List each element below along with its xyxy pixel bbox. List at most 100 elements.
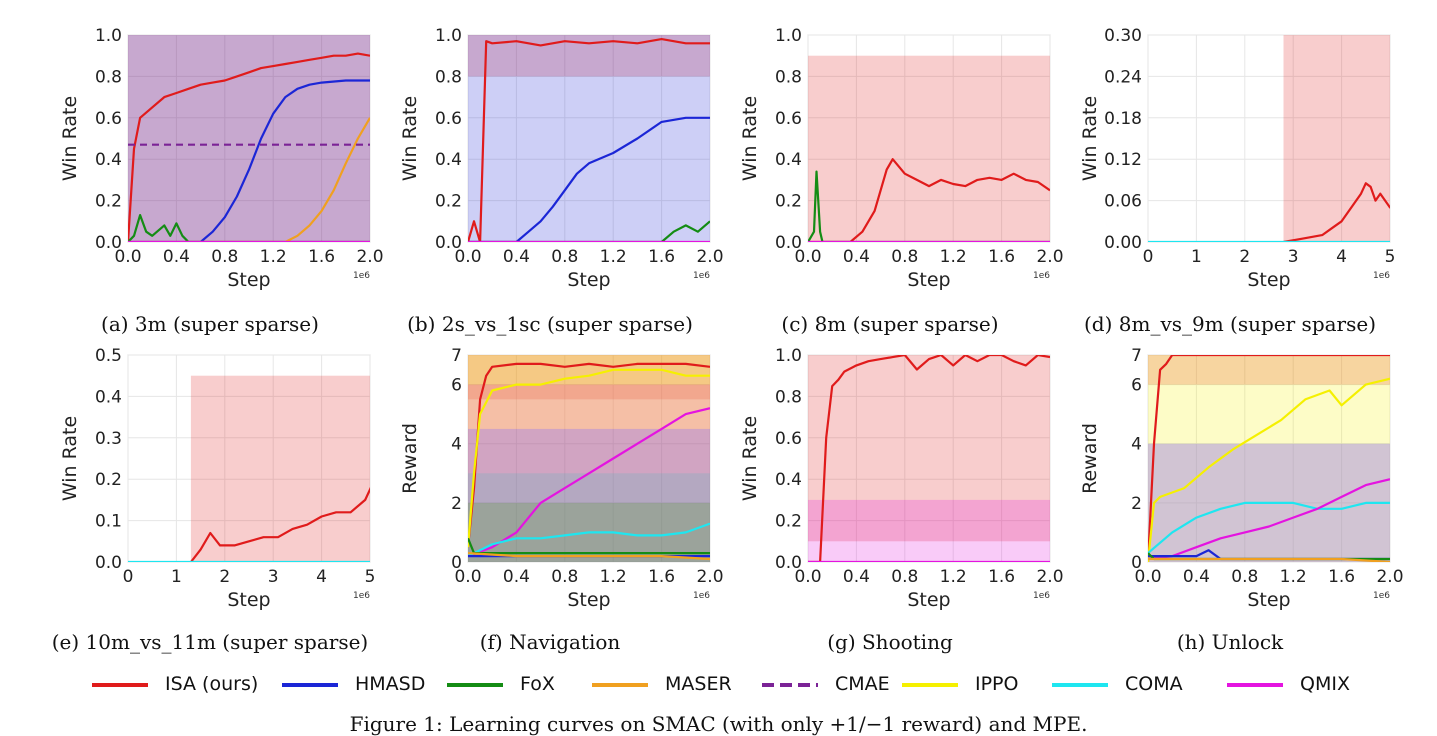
x-tick-label: 0.8 bbox=[891, 567, 918, 587]
y-tick-label: 0.1 bbox=[95, 512, 122, 532]
y-tick-label: 0 bbox=[1131, 553, 1142, 573]
x-axis-label: Step bbox=[907, 269, 950, 291]
x-multiplier: 1e6 bbox=[693, 271, 710, 281]
y-axis-label: Reward bbox=[399, 423, 421, 494]
legend-label: HMASD bbox=[355, 673, 426, 695]
x-tick-label: 3 bbox=[268, 567, 279, 587]
y-tick-label: 2 bbox=[451, 494, 462, 514]
legend-label: QMIX bbox=[1300, 673, 1350, 695]
y-axis-label: Win Rate bbox=[739, 96, 761, 181]
caption-navigation: (f) Navigation bbox=[479, 630, 621, 654]
chart-unlock: 0.0 0.4 0.8 1.2 1.6 2.0 0 2 4 6 7 Step Reward 1e6 bbox=[1079, 346, 1404, 611]
legend: ISA (ours) HMASD FoX MASER CMAE IPPO COMA QMIX bbox=[80, 670, 1380, 700]
caption-2s-vs-1sc: (b) 2s_vs_1sc (super sparse) bbox=[407, 312, 693, 336]
x-tick-label: 0.0 bbox=[794, 567, 821, 587]
y-tick-label: 0.0 bbox=[435, 233, 462, 253]
plot-area bbox=[127, 354, 371, 563]
y-tick-label: 0.30 bbox=[1104, 26, 1142, 46]
x-tick-label: 0.4 bbox=[503, 247, 530, 267]
series-group bbox=[128, 375, 370, 562]
series-group bbox=[1148, 35, 1390, 242]
chart-2s-vs-1sc: 0.0 0.4 0.8 1.2 1.6 2.0 0.0 0.2 0.4 0.6 0.8 1.0 Step… bbox=[399, 26, 724, 291]
x-tick-label: 0.8 bbox=[551, 247, 578, 267]
caption-10m-vs-11m: (e) 10m_vs_11m (super sparse) bbox=[51, 630, 369, 654]
x-tick-label: 0.4 bbox=[1183, 567, 1210, 587]
line-coma bbox=[1148, 501, 1390, 554]
x-multiplier: 1e6 bbox=[1373, 271, 1390, 281]
x-tick-label: 0.0 bbox=[114, 247, 141, 267]
x-multiplier: 1e6 bbox=[353, 591, 370, 601]
x-tick-label: 0.4 bbox=[843, 247, 870, 267]
band-isa-ours- bbox=[468, 355, 710, 400]
x-multiplier: 1e6 bbox=[353, 271, 370, 281]
legend-label: COMA bbox=[1125, 673, 1183, 695]
x-multiplier: 1e6 bbox=[1033, 591, 1050, 601]
y-axis-label: Win Rate bbox=[59, 96, 81, 181]
band-qmix bbox=[808, 499, 1050, 562]
panel-10m-vs-11m: 0 1 2 3 4 5 0.0 0.1 0.2 0.3 0.4 0.5 Step Win Rate 1e6 … bbox=[40, 340, 380, 654]
x-tick-label: 2.0 bbox=[356, 247, 383, 267]
panel-unlock: 0.0 0.4 0.8 1.2 1.6 2.0 0 2 4 6 7 Step Reward 1e6 (h)… bbox=[1060, 340, 1404, 654]
x-tick-label: 2 bbox=[1239, 247, 1250, 267]
plot-area bbox=[127, 34, 371, 243]
line-isa-ours- bbox=[468, 362, 710, 548]
y-tick-label: 0.4 bbox=[95, 150, 122, 170]
legend-swatch bbox=[762, 683, 818, 687]
y-tick-label: 0.6 bbox=[95, 109, 122, 129]
plot-area bbox=[467, 354, 711, 563]
x-tick-label: 0.4 bbox=[163, 247, 190, 267]
x-tick-label: 2.0 bbox=[1376, 567, 1403, 587]
series-group bbox=[808, 355, 1050, 562]
x-tick-label: 0.4 bbox=[843, 567, 870, 587]
line-coma bbox=[468, 522, 710, 558]
x-axis-label: Step bbox=[567, 589, 610, 611]
chart-shooting: 0.0 0.4 0.8 1.2 1.6 2.0 0.0 0.2 0.4 0.6 0.8 1.0 Step… bbox=[739, 346, 1064, 611]
y-tick-label: 6 bbox=[1131, 376, 1142, 396]
x-tick-label: 0.8 bbox=[1231, 567, 1258, 587]
legend-swatch bbox=[592, 683, 648, 687]
panel-3m: 0.0 0.4 0.8 1.2 1.6 2.0 0.0 0.2 0.4 0.6 0.8 1.0 Step… bbox=[40, 20, 384, 336]
line-isa-ours- bbox=[1148, 355, 1390, 562]
chart-10m-vs-11m: 0 1 2 3 4 5 0.0 0.1 0.2 0.3 0.4 0.5 Step Win Rate 1e6 bbox=[59, 346, 375, 611]
panel-shooting: 0.0 0.4 0.8 1.2 1.6 2.0 0.0 0.2 0.4 0.6 0.8 1.0 Step… bbox=[720, 340, 1064, 654]
y-tick-label: 0.06 bbox=[1104, 192, 1142, 212]
y-tick-label: 0.8 bbox=[435, 67, 462, 87]
y-tick-label: 0.0 bbox=[95, 233, 122, 253]
panel-2s-vs-1sc: 0.0 0.4 0.8 1.2 1.6 2.0 0.0 0.2 0.4 0.6 0.8 1.0 Step… bbox=[380, 20, 724, 336]
y-tick-label: 0.8 bbox=[775, 67, 802, 87]
y-tick-label: 0.00 bbox=[1104, 233, 1142, 253]
y-tick-label: 0.4 bbox=[95, 387, 122, 407]
x-axis-label: Step bbox=[1247, 589, 1290, 611]
line-maser bbox=[1148, 557, 1390, 562]
band-isa-ours- bbox=[128, 35, 370, 242]
y-tick-label: 0.5 bbox=[95, 346, 122, 366]
y-tick-label: 4 bbox=[451, 435, 462, 455]
x-tick-label: 1.2 bbox=[260, 247, 287, 267]
y-tick-label: 0.4 bbox=[435, 150, 462, 170]
line-qmix bbox=[1148, 478, 1390, 561]
series-group bbox=[808, 55, 1050, 242]
y-tick-label: 0.6 bbox=[435, 109, 462, 129]
legend-swatch bbox=[447, 683, 503, 687]
line-isa-ours- bbox=[128, 52, 370, 242]
y-tick-label: 0.0 bbox=[775, 233, 802, 253]
x-tick-label: 0 bbox=[1143, 247, 1154, 267]
legend-swatch bbox=[1052, 683, 1108, 687]
legend-swatch bbox=[902, 683, 958, 687]
legend-label: CMAE bbox=[835, 673, 890, 695]
legend-swatch bbox=[92, 683, 148, 687]
y-tick-label: 0.2 bbox=[95, 470, 122, 490]
x-tick-label: 1.6 bbox=[648, 247, 675, 267]
x-tick-label: 1.2 bbox=[1280, 567, 1307, 587]
x-tick-label: 0.0 bbox=[454, 567, 481, 587]
y-tick-label: 1.0 bbox=[775, 346, 802, 366]
y-tick-label: 0.12 bbox=[1104, 150, 1142, 170]
y-tick-label: 0.3 bbox=[95, 429, 122, 449]
y-tick-label: 0.6 bbox=[775, 109, 802, 129]
x-tick-label: 1 bbox=[171, 567, 182, 587]
legend-swatch bbox=[282, 683, 338, 687]
series-group bbox=[128, 35, 370, 242]
line-maser bbox=[468, 552, 710, 561]
band-isa-ours- bbox=[808, 355, 1050, 542]
x-tick-label: 1.6 bbox=[988, 247, 1015, 267]
